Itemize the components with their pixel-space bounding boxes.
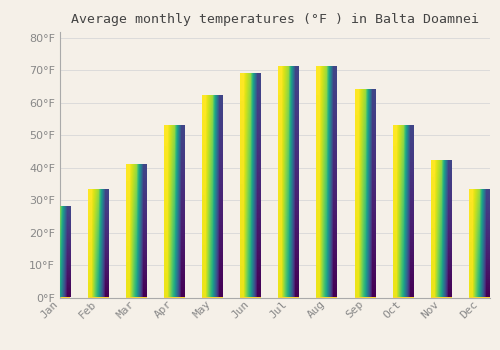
- Bar: [240, 74, 261, 298]
- Bar: [316, 67, 338, 298]
- Bar: [354, 90, 376, 298]
- Bar: [164, 126, 185, 298]
- Bar: [392, 126, 413, 298]
- Bar: [469, 190, 490, 298]
- Bar: [431, 161, 452, 298]
- Bar: [126, 164, 147, 298]
- Bar: [88, 190, 108, 298]
- Title: Average monthly temperatures (°F ) in Balta Doamnei: Average monthly temperatures (°F ) in Ba…: [71, 13, 479, 26]
- Bar: [278, 67, 299, 298]
- Bar: [202, 96, 223, 298]
- Bar: [50, 206, 70, 298]
